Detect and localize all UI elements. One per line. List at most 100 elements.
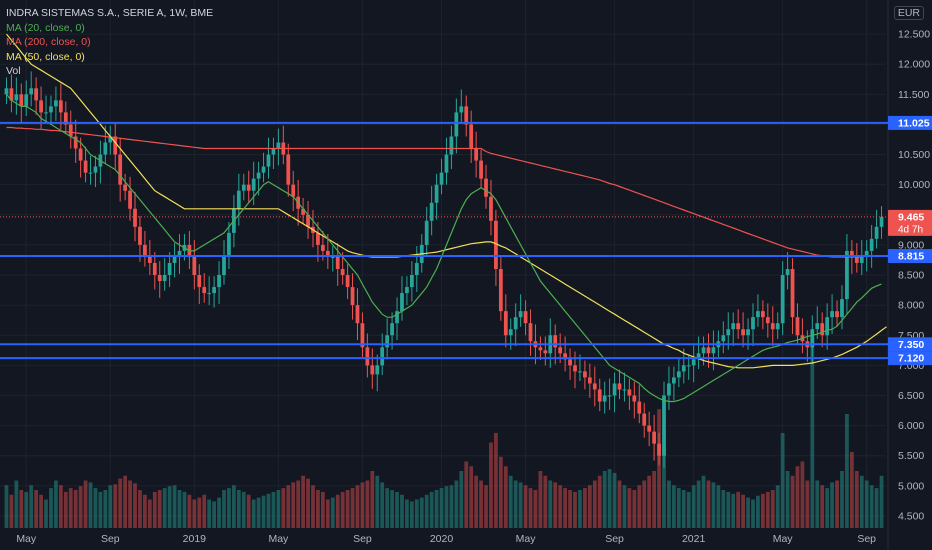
legend-symbol[interactable]: INDRA SISTEMAS S.A., SERIE A, 1W, BME [6, 7, 214, 19]
volume-bar [311, 485, 315, 528]
volume-bar [726, 491, 731, 528]
volume-bar [380, 482, 385, 528]
legend-ma200[interactable]: MA (200, close, 0) [6, 36, 91, 48]
candle-body [192, 256, 197, 276]
volume-bar [444, 486, 449, 528]
y-tick-label: 12.000 [898, 59, 930, 71]
level-label-bg [888, 351, 932, 366]
candle-body [731, 323, 736, 330]
candle-body [711, 347, 716, 354]
volume-bar [647, 475, 652, 528]
volume-bar [795, 466, 800, 528]
candle-body [528, 323, 533, 342]
legend-ma20[interactable]: MA (20, close, 0) [6, 21, 85, 34]
volume-bar [498, 456, 503, 528]
y-tick-label: 9.000 [898, 239, 924, 251]
candle-body [4, 88, 9, 95]
candle-body [543, 350, 548, 354]
volume-bar [662, 447, 666, 528]
candle-body [9, 88, 14, 101]
volume-bar [815, 480, 820, 528]
candle-body [701, 347, 706, 354]
candle-body [741, 329, 745, 336]
volume-bar [701, 475, 706, 528]
volume-bar [731, 493, 736, 528]
candle-body [429, 202, 434, 221]
volume-bar [494, 433, 498, 528]
volume-bar [395, 491, 399, 528]
candle-body [54, 100, 58, 107]
volume-bar [756, 495, 760, 528]
candle-body [246, 184, 251, 191]
volume-bar [296, 480, 301, 528]
volume-bar [592, 480, 597, 528]
volume-bar [479, 480, 483, 528]
volume-bar [14, 480, 19, 528]
last-price-countdown: 4d 7h [898, 224, 923, 235]
volume-bar [429, 491, 434, 528]
legend-vol[interactable]: Vol [6, 65, 21, 77]
candle-body [840, 299, 844, 318]
volume-bar [706, 480, 711, 528]
volume-bar [503, 466, 508, 528]
candle-body [691, 359, 696, 366]
volume-bar [73, 490, 78, 528]
volume-bar [746, 497, 750, 528]
level-label: 8.815 [898, 251, 924, 263]
volume-bar [162, 488, 167, 528]
volume-bar [316, 490, 320, 528]
volume-bar [597, 475, 602, 528]
volume-bar [543, 475, 548, 528]
currency-badge[interactable]: EUR [893, 6, 924, 20]
candle-body [306, 214, 310, 227]
candle-body [395, 311, 399, 324]
candle-body [484, 178, 488, 197]
volume-bar [39, 494, 43, 528]
volume-bar [835, 480, 839, 528]
volume-bar [805, 480, 810, 528]
volume-bar [34, 490, 39, 528]
candle-body [568, 359, 572, 366]
candle-body [365, 347, 370, 366]
volume-bar [330, 497, 335, 528]
candle-body [177, 250, 182, 257]
candle-body [227, 232, 231, 257]
candle-body [147, 256, 152, 263]
volume-bar [291, 482, 296, 528]
volume-bar [246, 494, 251, 528]
volume-bar [340, 491, 345, 528]
legend-ma50[interactable]: MA (50, close, 0) [6, 50, 85, 63]
ma50-line [6, 33, 887, 369]
volume-bar [419, 497, 424, 528]
y-tick-label: 4.500 [898, 510, 924, 522]
volume-bar [563, 488, 568, 528]
candle-body [874, 226, 879, 239]
candle-body [271, 148, 276, 155]
candle-body [380, 347, 385, 366]
candle-body [113, 136, 118, 155]
volume-bar [454, 480, 459, 528]
candle-body [325, 250, 330, 257]
candle-body [167, 262, 172, 276]
candle-body [414, 262, 419, 276]
candle-body [845, 250, 849, 300]
candle-body [721, 335, 726, 342]
candle-body [138, 226, 142, 245]
candle-body [775, 323, 780, 330]
y-tick-label: 12.500 [898, 29, 930, 41]
volume-bar [790, 475, 795, 528]
x-tick-label: Sep [605, 533, 624, 545]
candle-body [266, 154, 271, 167]
candle-body [123, 184, 128, 191]
candle-body [375, 365, 380, 375]
volume-bar [360, 482, 365, 528]
volume-bar [409, 501, 414, 528]
candle-body [152, 262, 157, 276]
candle-body [335, 256, 340, 269]
candle-body [49, 106, 53, 113]
volume-bar [217, 497, 221, 528]
candle-body [513, 317, 518, 330]
candle-body [103, 142, 108, 155]
candle-body [19, 94, 24, 107]
